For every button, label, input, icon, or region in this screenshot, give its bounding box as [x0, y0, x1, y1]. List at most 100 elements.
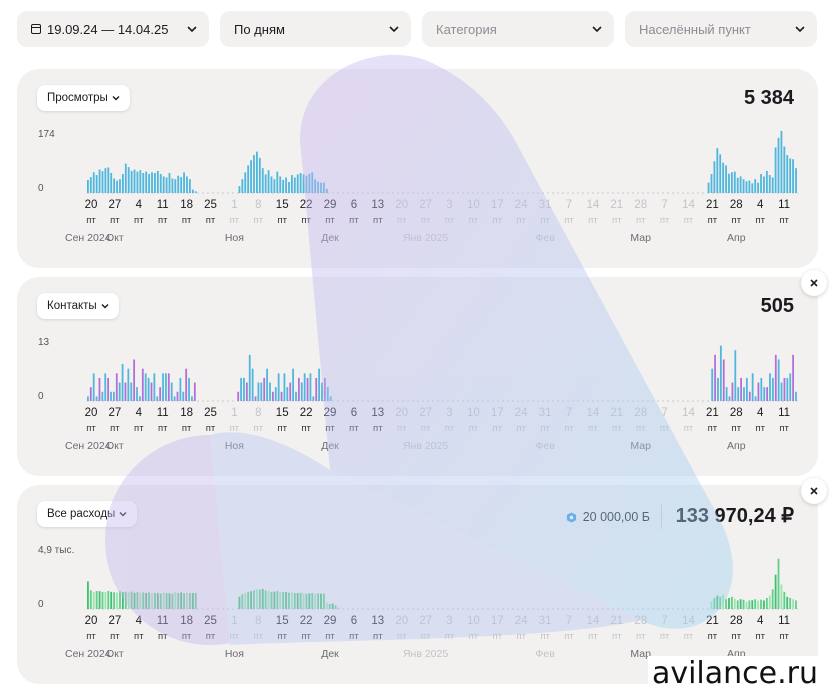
chart-bar[interactable] [270, 176, 273, 193]
views-metric-select[interactable]: Просмотры [37, 85, 130, 111]
chart-bar[interactable] [320, 593, 322, 609]
chart-bar[interactable] [130, 170, 133, 193]
chart-bar[interactable] [326, 387, 329, 401]
chart-bar[interactable] [101, 171, 104, 193]
chart-bar[interactable] [267, 170, 270, 193]
chart-bar[interactable] [323, 182, 325, 193]
chart-bar[interactable] [317, 593, 320, 609]
chart-bar[interactable] [745, 377, 748, 401]
chart-bar[interactable] [745, 181, 748, 193]
chart-bar[interactable] [323, 593, 325, 609]
chart-bar[interactable] [312, 396, 315, 401]
chart-bar[interactable] [264, 590, 267, 609]
chart-bar[interactable] [139, 592, 142, 609]
chart-bar[interactable] [170, 382, 173, 401]
chart-bar[interactable] [154, 592, 156, 609]
chart-bar[interactable] [177, 593, 180, 609]
chart-bar[interactable] [722, 162, 725, 193]
chart-bar[interactable] [247, 165, 250, 193]
chart-bar[interactable] [305, 593, 308, 609]
chart-bar[interactable] [238, 186, 241, 193]
chart-bar[interactable] [318, 368, 321, 401]
chart-bar[interactable] [728, 597, 730, 609]
chart-bar[interactable] [119, 591, 121, 609]
chart-bar[interactable] [288, 181, 290, 193]
chart-bar[interactable] [101, 391, 104, 401]
chart-bar[interactable] [95, 591, 98, 609]
chart-bar[interactable] [248, 354, 251, 401]
chart-bar[interactable] [311, 172, 314, 193]
chart-bar[interactable] [253, 155, 255, 193]
chart-bar[interactable] [751, 600, 754, 609]
chart-bar[interactable] [748, 600, 751, 609]
chart-bar[interactable] [168, 593, 171, 609]
chart-bar[interactable] [104, 592, 107, 609]
chart-bar[interactable] [165, 177, 168, 193]
chart-bar[interactable] [136, 387, 138, 401]
chart-bar[interactable] [742, 179, 745, 193]
chart-bar[interactable] [740, 377, 742, 401]
chart-bar[interactable] [739, 599, 742, 609]
chart-bar[interactable] [748, 391, 751, 401]
chart-bar[interactable] [777, 137, 780, 193]
chart-bar[interactable] [104, 373, 107, 401]
chart-bar[interactable] [751, 183, 754, 193]
chart-bar[interactable] [250, 591, 252, 609]
chart-bar[interactable] [194, 592, 197, 609]
chart-bar[interactable] [183, 172, 185, 193]
chart-bar[interactable] [98, 377, 101, 401]
chart-bar[interactable] [244, 593, 247, 609]
city-select[interactable]: Населённый пункт [625, 11, 817, 47]
chart-bar[interactable] [769, 373, 771, 401]
chart-bar[interactable] [162, 592, 165, 609]
chart-bar[interactable] [127, 592, 130, 609]
chart-bar[interactable] [253, 590, 255, 609]
chart-bar[interactable] [254, 396, 257, 401]
chart-bar[interactable] [87, 581, 89, 609]
chart-bar[interactable] [792, 599, 794, 609]
chart-bar[interactable] [269, 382, 271, 401]
chart-bar[interactable] [273, 591, 276, 609]
chart-bar[interactable] [290, 592, 293, 609]
chart-bar[interactable] [145, 171, 148, 193]
chart-bar[interactable] [133, 169, 136, 193]
chart-bar[interactable] [113, 391, 115, 401]
chart-bar[interactable] [264, 174, 267, 193]
chart-bar[interactable] [754, 599, 757, 609]
chart-bar[interactable] [279, 176, 282, 193]
chart-bar[interactable] [139, 396, 141, 401]
chart-bar[interactable] [179, 377, 182, 401]
chart-bar[interactable] [771, 177, 774, 193]
chart-bar[interactable] [763, 387, 766, 401]
chart-bar[interactable] [171, 593, 174, 609]
chart-bar[interactable] [299, 173, 302, 193]
chart-bar[interactable] [277, 373, 280, 401]
chart-bar[interactable] [282, 591, 285, 609]
chart-bar[interactable] [757, 382, 760, 401]
chart-bar[interactable] [285, 177, 287, 193]
chart-bar[interactable] [725, 387, 728, 401]
chart-bar[interactable] [736, 177, 739, 193]
chart-bar[interactable] [743, 387, 745, 401]
chart-bar[interactable] [174, 592, 177, 609]
chart-bar[interactable] [795, 600, 797, 609]
chart-bar[interactable] [328, 604, 331, 609]
chart-bar[interactable] [87, 396, 89, 401]
chart-bar[interactable] [107, 377, 110, 401]
chart-bar[interactable] [95, 396, 98, 401]
chart-bar[interactable] [95, 175, 98, 193]
chart-bar[interactable] [276, 171, 279, 193]
chart-bar[interactable] [730, 596, 733, 609]
chart-bar[interactable] [325, 188, 328, 193]
chart-bar[interactable] [299, 592, 302, 609]
spend-close-button[interactable] [801, 478, 827, 504]
chart-bar[interactable] [737, 387, 740, 401]
chart-bar[interactable] [247, 591, 250, 609]
contacts-close-button[interactable] [801, 270, 827, 296]
chart-bar[interactable] [127, 167, 130, 193]
chart-bar[interactable] [89, 590, 92, 609]
chart-bar[interactable] [296, 593, 299, 609]
chart-bar[interactable] [251, 368, 254, 401]
chart-bar[interactable] [115, 373, 118, 401]
chart-bar[interactable] [282, 179, 285, 193]
